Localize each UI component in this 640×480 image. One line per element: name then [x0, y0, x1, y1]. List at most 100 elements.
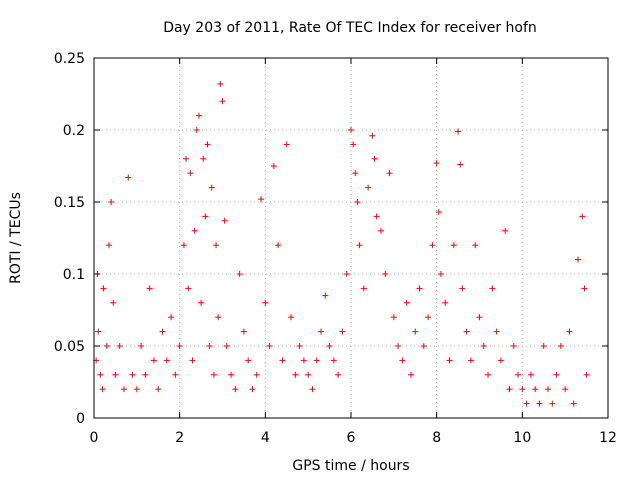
data-point: [146, 285, 153, 292]
data-point: [566, 328, 573, 335]
data-point: [493, 328, 500, 335]
data-point: [365, 184, 372, 191]
x-tick-label: 2: [175, 430, 184, 446]
data-point: [545, 386, 552, 393]
data-point: [339, 328, 346, 335]
data-point: [519, 386, 526, 393]
data-point: [369, 132, 376, 139]
data-point: [540, 343, 547, 349]
data-point: [553, 371, 560, 378]
data-point: [497, 357, 504, 364]
data-point: [433, 160, 440, 167]
data-point: [506, 386, 513, 393]
data-point: [562, 386, 569, 393]
grid-lines: [94, 58, 608, 418]
data-point: [309, 386, 316, 393]
data-point: [208, 184, 215, 191]
y-tick-labels: 0 0.05 0.1 0.15 0.2 0.25: [54, 51, 85, 427]
data-point: [279, 357, 286, 364]
data-point: [296, 343, 303, 349]
data-point: [459, 285, 466, 292]
data-point: [557, 343, 564, 349]
y-tick-label: 0.2: [63, 123, 85, 139]
data-point: [129, 371, 136, 378]
data-point: [429, 242, 436, 249]
data-point: [480, 343, 487, 349]
data-point: [95, 328, 102, 335]
data-point: [326, 343, 333, 349]
data-point: [180, 242, 187, 249]
data-point: [318, 328, 325, 335]
data-point: [575, 256, 582, 263]
data-point: [515, 371, 522, 378]
data-point: [195, 112, 202, 119]
data-point: [215, 314, 222, 321]
data-point: [172, 371, 179, 378]
data-point: [350, 141, 357, 148]
data-point: [249, 386, 256, 393]
y-tick-label: 0.15: [54, 195, 85, 211]
data-point: [373, 213, 380, 220]
data-point: [502, 227, 509, 234]
data-point: [191, 227, 198, 234]
data-point: [352, 170, 359, 177]
data-point: [581, 285, 588, 292]
data-point: [200, 155, 207, 162]
data-point: [322, 292, 329, 299]
x-axis-label: GPS time / hours: [292, 458, 409, 474]
data-point: [570, 400, 577, 407]
chart-title: Day 203 of 2011, Rate Of TEC Index for r…: [163, 20, 537, 36]
data-point: [213, 242, 220, 249]
data-point: [105, 242, 112, 249]
data-point: [489, 285, 496, 292]
data-point: [270, 163, 277, 169]
data-point: [527, 371, 534, 378]
data-point: [288, 314, 295, 321]
data-point: [348, 127, 354, 133]
data-point: [579, 213, 586, 220]
data-point: [583, 371, 590, 378]
data-point: [221, 217, 228, 224]
data-point: [228, 371, 235, 378]
data-point: [155, 386, 162, 393]
data-point: [371, 155, 378, 162]
data-point: [386, 170, 393, 177]
data-point: [343, 271, 350, 277]
data-point: [187, 170, 194, 177]
x-tick-label: 8: [432, 430, 441, 446]
data-point: [120, 386, 127, 393]
data-point: [335, 371, 342, 378]
data-point: [435, 209, 442, 216]
data-point: [377, 227, 384, 234]
data-point: [133, 386, 140, 393]
y-axis-label: ROTI / TECUs: [8, 192, 24, 284]
data-point: [99, 386, 106, 393]
data-point: [330, 357, 337, 364]
data-point: [138, 343, 145, 349]
data-point: [523, 400, 530, 407]
data-point: [313, 357, 320, 364]
data-point: [185, 285, 192, 292]
data-point: [163, 357, 170, 364]
data-point: [193, 127, 200, 133]
y-tick-label: 0.05: [54, 339, 85, 355]
data-point: [142, 371, 149, 378]
y-tick-label: 0.1: [63, 267, 85, 283]
data-point: [110, 299, 117, 306]
data-point: [407, 371, 414, 378]
data-point: [116, 343, 123, 349]
data-point: [300, 357, 307, 364]
data-point: [219, 98, 226, 105]
data-point: [100, 285, 107, 292]
x-tick-labels: 0 2 4 6 8 10 12: [90, 430, 617, 446]
x-tick-label: 0: [90, 430, 99, 446]
axis-ticks: [93, 57, 609, 419]
data-point: [354, 199, 361, 205]
x-tick-label: 4: [261, 430, 270, 446]
data-point: [412, 328, 419, 335]
data-point: [275, 242, 282, 249]
data-point: [159, 328, 166, 335]
data-point: [108, 199, 115, 205]
data-point: [549, 400, 556, 407]
